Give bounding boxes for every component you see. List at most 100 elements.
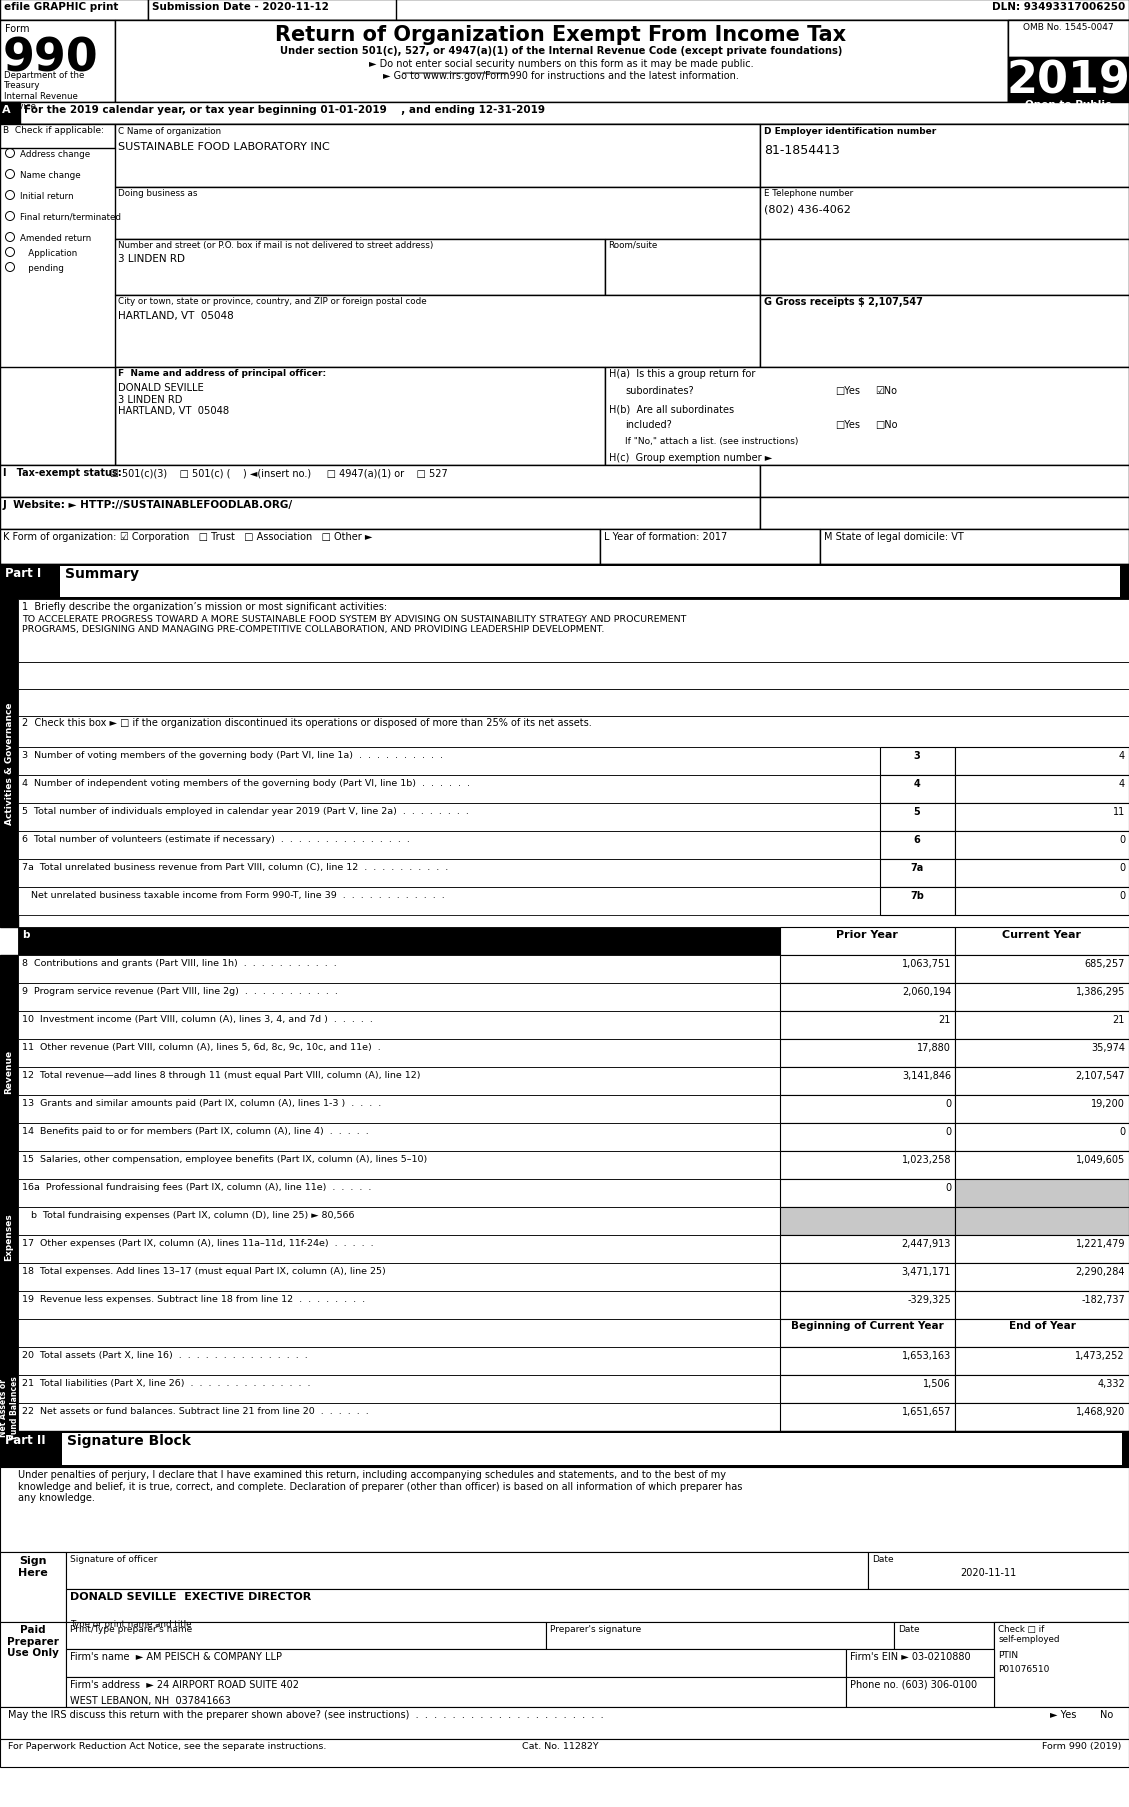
- Text: J  Website: ► HTTP://SUSTAINABLEFOODLAB.ORG/: J Website: ► HTTP://SUSTAINABLEFOODLAB.O…: [3, 501, 294, 510]
- Bar: [760, 240, 1129, 296]
- Text: G Gross receipts $ 2,107,547: G Gross receipts $ 2,107,547: [764, 296, 922, 307]
- Text: 4: 4: [1119, 779, 1124, 788]
- Text: 11  Other revenue (Part VIII, column (A), lines 5, 6d, 8c, 9c, 10c, and 11e)  .: 11 Other revenue (Part VIII, column (A),…: [21, 1043, 380, 1052]
- Bar: [605, 240, 760, 296]
- Bar: [955, 1263, 1129, 1292]
- Bar: [955, 956, 1129, 983]
- Text: 2,290,284: 2,290,284: [1076, 1267, 1124, 1276]
- Text: H(c)  Group exemption number ►: H(c) Group exemption number ►: [609, 454, 772, 463]
- Bar: [780, 1236, 955, 1263]
- Bar: [18, 1095, 780, 1124]
- Bar: [18, 1012, 780, 1039]
- Text: End of Year: End of Year: [1008, 1321, 1076, 1330]
- Text: I   Tax-exempt status:: I Tax-exempt status:: [3, 468, 122, 477]
- Text: 1,506: 1,506: [924, 1379, 951, 1388]
- Text: Print/Type preparer's name: Print/Type preparer's name: [70, 1624, 192, 1634]
- Text: Doing business as: Doing business as: [119, 190, 198, 199]
- Text: 18  Total expenses. Add lines 13–17 (must equal Part IX, column (A), line 25): 18 Total expenses. Add lines 13–17 (must…: [21, 1267, 386, 1276]
- Text: H(a)  Is this a group return for: H(a) Is this a group return for: [609, 369, 755, 379]
- Text: -329,325: -329,325: [908, 1294, 951, 1305]
- Text: Form 990 (2019): Form 990 (2019): [1042, 1740, 1121, 1749]
- Text: 21: 21: [1112, 1014, 1124, 1025]
- Text: Paid
Preparer
Use Only: Paid Preparer Use Only: [7, 1624, 59, 1657]
- Bar: [599, 529, 820, 564]
- Bar: [115, 296, 760, 369]
- Text: D Employer identification number: D Employer identification number: [764, 126, 936, 136]
- Text: efile GRAPHIC print: efile GRAPHIC print: [5, 2, 119, 13]
- Bar: [18, 1151, 780, 1180]
- Text: Under section 501(c), 527, or 4947(a)(1) of the Internal Revenue Code (except pr: Under section 501(c), 527, or 4947(a)(1)…: [280, 45, 842, 56]
- Bar: [115, 240, 605, 296]
- Text: 81-1854413: 81-1854413: [764, 145, 840, 157]
- Text: 1,221,479: 1,221,479: [1076, 1238, 1124, 1249]
- Text: City or town, state or province, country, and ZIP or foreign postal code: City or town, state or province, country…: [119, 296, 427, 305]
- Text: subordinates?: subordinates?: [625, 385, 693, 396]
- Text: 19  Revenue less expenses. Subtract line 18 from line 12  .  .  .  .  .  .  .  .: 19 Revenue less expenses. Subtract line …: [21, 1294, 365, 1303]
- Bar: [18, 775, 879, 804]
- Text: PTIN: PTIN: [998, 1650, 1018, 1659]
- Text: 8  Contributions and grants (Part VIII, line 1h)  .  .  .  .  .  .  .  .  .  .  : 8 Contributions and grants (Part VIII, l…: [21, 958, 336, 967]
- Bar: [18, 1348, 780, 1375]
- Text: Cat. No. 11282Y: Cat. No. 11282Y: [522, 1740, 598, 1749]
- Text: TO ACCELERATE PROGRESS TOWARD A MORE SUSTAINABLE FOOD SYSTEM BY ADVISING ON SUST: TO ACCELERATE PROGRESS TOWARD A MORE SUS…: [21, 614, 686, 634]
- Text: Signature of officer: Signature of officer: [70, 1554, 157, 1563]
- Bar: [780, 1263, 955, 1292]
- Bar: [780, 1039, 955, 1068]
- Text: Current Year: Current Year: [1003, 929, 1082, 940]
- Bar: [148, 0, 396, 22]
- Bar: [0, 103, 1129, 125]
- Text: 3,471,171: 3,471,171: [902, 1267, 951, 1276]
- Bar: [0, 0, 148, 22]
- Text: Type or print name and title: Type or print name and title: [70, 1619, 192, 1628]
- Text: 13  Grants and similar amounts paid (Part IX, column (A), lines 1-3 )  .  .  .  : 13 Grants and similar amounts paid (Part…: [21, 1099, 382, 1108]
- Bar: [955, 1124, 1129, 1151]
- Bar: [0, 22, 115, 103]
- Bar: [955, 804, 1129, 831]
- Bar: [955, 1207, 1129, 1236]
- Bar: [994, 1623, 1129, 1708]
- Bar: [780, 1292, 955, 1319]
- Text: Signature Block: Signature Block: [67, 1433, 191, 1447]
- Bar: [62, 1433, 1122, 1465]
- Bar: [780, 1068, 955, 1095]
- Text: Preparer's signature: Preparer's signature: [550, 1624, 641, 1634]
- Text: -182,737: -182,737: [1082, 1294, 1124, 1305]
- Bar: [60, 567, 1120, 598]
- Text: included?: included?: [625, 419, 672, 430]
- Text: DONALD SEVILLE
3 LINDEN RD
HARTLAND, VT  05048: DONALD SEVILLE 3 LINDEN RD HARTLAND, VT …: [119, 383, 229, 416]
- Text: For Paperwork Reduction Act Notice, see the separate instructions.: For Paperwork Reduction Act Notice, see …: [8, 1740, 326, 1749]
- Text: HARTLAND, VT  05048: HARTLAND, VT 05048: [119, 311, 234, 322]
- Text: DLN: 93493317006250: DLN: 93493317006250: [991, 2, 1124, 13]
- Text: B  Check if applicable:: B Check if applicable:: [3, 126, 104, 136]
- Bar: [955, 748, 1129, 775]
- Text: 0: 0: [945, 1182, 951, 1193]
- Bar: [18, 831, 879, 860]
- Bar: [18, 1236, 780, 1263]
- Bar: [18, 1180, 780, 1207]
- Text: P01076510: P01076510: [998, 1664, 1049, 1673]
- Bar: [780, 1095, 955, 1124]
- Text: 19,200: 19,200: [1091, 1099, 1124, 1108]
- Text: 11: 11: [1113, 806, 1124, 817]
- Text: ► Yes: ► Yes: [1050, 1709, 1076, 1718]
- Bar: [0, 0, 1129, 22]
- Text: C Name of organization: C Name of organization: [119, 126, 221, 136]
- Text: 0: 0: [1119, 891, 1124, 900]
- Bar: [0, 125, 115, 148]
- Text: ☑ 501(c)(3)    □ 501(c) (    ) ◄(insert no.)     □ 4947(a)(1) or    □ 527: ☑ 501(c)(3) □ 501(c) ( ) ◄(insert no.) □…: [110, 468, 448, 477]
- Text: □Yes: □Yes: [835, 419, 860, 430]
- Bar: [0, 22, 1129, 103]
- Text: OMB No. 1545-0047: OMB No. 1545-0047: [1023, 23, 1113, 33]
- Text: ☑ Corporation   □ Trust   □ Association   □ Other ►: ☑ Corporation □ Trust □ Association □ Ot…: [120, 531, 373, 542]
- Text: K Form of organization:: K Form of organization:: [3, 531, 116, 542]
- Bar: [18, 748, 879, 775]
- Bar: [65, 1588, 1129, 1623]
- Text: Expenses: Expenses: [5, 1212, 14, 1259]
- Bar: [780, 1012, 955, 1039]
- Bar: [955, 1236, 1129, 1263]
- Bar: [760, 497, 1129, 529]
- Text: Return of Organization Exempt From Income Tax: Return of Organization Exempt From Incom…: [275, 25, 847, 45]
- Bar: [18, 663, 1129, 690]
- Text: SUSTAINABLE FOOD LABORATORY INC: SUSTAINABLE FOOD LABORATORY INC: [119, 143, 330, 152]
- Text: 6: 6: [913, 835, 920, 844]
